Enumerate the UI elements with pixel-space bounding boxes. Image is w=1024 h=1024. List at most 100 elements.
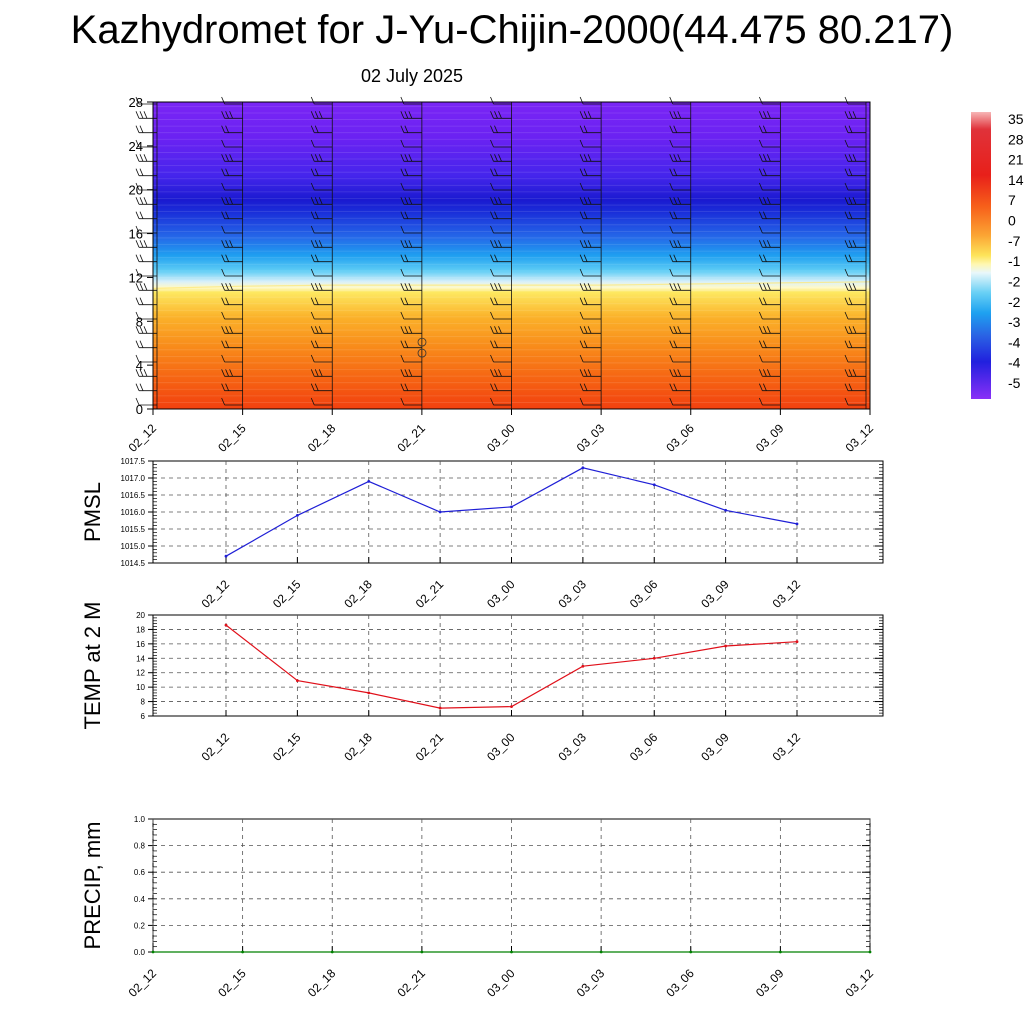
wind-barb-flag (844, 354, 849, 363)
wind-barb-flag (139, 254, 144, 262)
wind-barb (669, 369, 691, 377)
wind-barb-flag (763, 240, 767, 248)
data-point (151, 950, 155, 954)
wind-barb-flag (494, 154, 498, 162)
wind-barb-flag (587, 240, 592, 248)
wind-barb-flag (135, 139, 140, 148)
wind-barb (310, 125, 333, 134)
wind-barb (400, 397, 422, 406)
cross-section-plot: 0 4 8 12 16 20 24 28 02_12 02_15 02_18 02_21 03_00 03… (126, 95, 877, 455)
wind-barb (490, 225, 512, 234)
wind-barb (310, 154, 333, 162)
wind-barb (759, 197, 781, 205)
y-axis-label: PRECIP, mm (80, 822, 105, 950)
wind-barb-flag (669, 397, 674, 406)
wind-barb-flag (408, 111, 413, 119)
y-tick-label: 20 (129, 183, 143, 198)
wind-barb-flag (669, 369, 674, 377)
wind-barb-flag (400, 326, 405, 334)
wind-barb (669, 383, 691, 392)
wind-barb-flag (583, 254, 588, 262)
data-point (795, 640, 799, 644)
wind-barb-flag (221, 225, 225, 234)
wind-barb (669, 354, 691, 363)
x-tick-label: 03_12 (770, 577, 804, 611)
wind-barb-flag (310, 254, 315, 262)
y-tick-label: 1015.5 (121, 525, 146, 534)
wind-barb-flag (225, 154, 229, 162)
wind-barb-flag (404, 254, 409, 262)
wind-barb-flag (310, 111, 315, 119)
wind-barb-flag (673, 297, 678, 305)
wind-barb-flag (848, 197, 853, 205)
wind-barb (400, 326, 422, 334)
wind-barb (310, 354, 333, 363)
wind-barb-flag (669, 197, 674, 205)
wind-barb-flag (669, 225, 674, 234)
wind-barb (579, 197, 602, 205)
wind-barb-flag (494, 197, 498, 205)
wind-barb (844, 182, 866, 191)
wind-barb-flag (221, 182, 225, 191)
wind-barb-flag (759, 168, 763, 176)
wind-barb-flag (314, 326, 319, 334)
wind-barb-flag (225, 240, 229, 248)
colorbar-label: -1 (1008, 253, 1021, 269)
wind-barb (579, 225, 602, 234)
calm-wind-marker (417, 337, 427, 347)
wind-barb (579, 182, 602, 191)
wind-barb-flag (759, 154, 763, 162)
wind-barb (669, 397, 691, 406)
wind-barb-flag (583, 211, 588, 219)
wind-barb-flag (310, 297, 315, 305)
wind-barb-flag (135, 96, 140, 105)
wind-barb-flag (583, 125, 588, 133)
wind-barb-flag (848, 168, 853, 176)
wind-barb-flag (848, 125, 853, 133)
wind-barb-flag (400, 154, 405, 162)
wind-barb (759, 168, 781, 177)
wind-barb-flag (490, 125, 494, 133)
wind-barb-flag (225, 340, 229, 348)
wind-barb (310, 211, 333, 220)
colorbar-label: 0 (1008, 213, 1016, 229)
wind-barb (221, 168, 243, 177)
wind-barb (135, 139, 157, 148)
wind-barb-flag (310, 268, 315, 277)
wind-barb-flag (490, 311, 494, 320)
wind-barb-flag (579, 340, 584, 348)
wind-barb-flag (759, 326, 763, 334)
wind-barb-flag (677, 111, 682, 119)
wind-barb-flag (314, 211, 319, 219)
wind-barb-flag (844, 168, 849, 176)
wind-barb-flag (135, 111, 140, 119)
wind-barb (669, 240, 691, 248)
wind-barb (400, 211, 422, 220)
wind-barb (759, 369, 781, 377)
data-point (510, 505, 513, 509)
wind-barb-flag (848, 211, 853, 219)
wind-barb-flag (759, 311, 763, 320)
wind-barb-flag (579, 182, 584, 191)
wind-barb-flag (314, 254, 319, 262)
wind-barb-flag (494, 340, 498, 348)
wind-barb-flag (767, 240, 771, 248)
x-tick-label: 03_09 (753, 966, 787, 1000)
y-tick-label: 24 (129, 139, 143, 154)
wind-barb-flag (763, 197, 767, 205)
wind-barb (490, 369, 512, 377)
wind-barb (844, 354, 866, 363)
y-tick-label: 1.0 (134, 815, 146, 824)
wind-barb-flag (848, 326, 853, 334)
wind-barb-flag (143, 369, 148, 377)
wind-barb-flag (490, 211, 494, 219)
wind-barb-flag (408, 240, 413, 248)
wind-barb-flag (669, 297, 674, 305)
wind-barb-flag (579, 283, 584, 291)
wind-barb-flag (844, 268, 849, 277)
wind-barb-flag (135, 225, 140, 234)
wind-barb-flag (844, 240, 849, 248)
wind-barb-flag (673, 383, 678, 391)
wind-barb-flag (852, 154, 857, 162)
wind-barb-flag (844, 125, 849, 133)
